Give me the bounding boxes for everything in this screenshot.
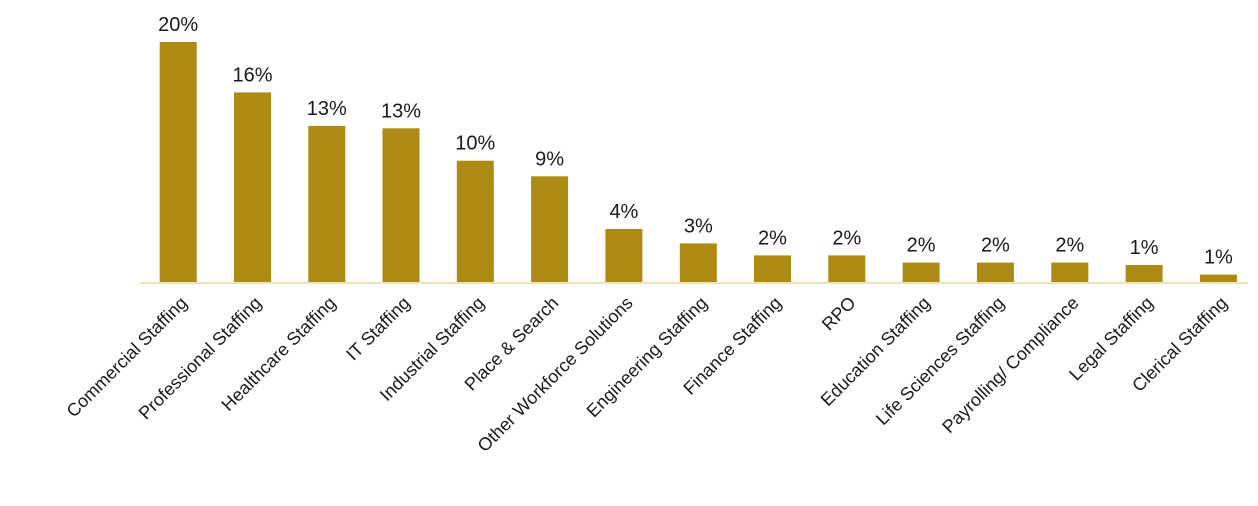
bar-commercial-staffing (159, 42, 197, 283)
data-label-clerical-staffing: 1% (1204, 247, 1233, 269)
data-label-life-sciences-staffing: 2% (981, 235, 1010, 257)
data-label-education-staffing: 2% (907, 235, 936, 257)
bar-clerical-staffing (1199, 274, 1237, 283)
bar-industrial-staffing (456, 160, 494, 283)
bar-legal-staffing (1125, 265, 1163, 283)
bar-other-workforce-solutions (605, 229, 643, 283)
data-label-rpo: 2% (832, 227, 861, 249)
data-label-commercial-staffing: 20% (158, 14, 198, 36)
data-label-payrolling-compliance: 2% (1055, 235, 1084, 257)
data-label-industrial-staffing: 10% (455, 133, 495, 155)
bar-it-staffing (382, 128, 420, 283)
bar-professional-staffing (234, 92, 271, 284)
bars-group (159, 42, 1237, 284)
data-labels-group: 20% 16% 13% 13% 10% 9% 4% 3% 2% 2% 2% 2% 2% 1% 1% (158, 14, 1233, 269)
data-label-other-workforce-solutions: 4% (609, 201, 638, 223)
category-label-payrolling-compliance: Payrolling/ Compliance (938, 293, 1082, 437)
category-label-it-staffing: IT Staffing (342, 293, 414, 365)
category-label-professional-staffing: Professional Staffing (135, 293, 266, 424)
data-label-finance-staffing: 2% (758, 227, 787, 249)
bar-place-search (531, 176, 569, 283)
bar-engineering-staffing (679, 243, 717, 283)
category-label-commercial-staffing: Commercial Staffing (63, 293, 192, 422)
bar-finance-staffing (754, 255, 791, 283)
category-label-other-workforce-solutions: Other Workforce Solutions (474, 293, 637, 456)
data-label-engineering-staffing: 3% (684, 215, 713, 237)
data-label-professional-staffing: 16% (232, 64, 272, 86)
bar-education-staffing (902, 262, 940, 283)
data-label-healthcare-staffing: 13% (307, 98, 347, 120)
category-label-engineering-staffing: Engineering Staffing (583, 293, 712, 422)
bar-rpo (828, 255, 866, 283)
data-label-legal-staffing: 1% (1130, 237, 1159, 259)
data-label-it-staffing: 13% (381, 100, 421, 122)
category-label-rpo: RPO (818, 293, 860, 335)
bar-life-sciences-staffing (976, 262, 1014, 283)
category-label-life-sciences-staffing: Life Sciences Staffing (872, 293, 1008, 429)
bar-healthcare-staffing (308, 125, 346, 284)
data-label-place-search: 9% (535, 148, 564, 170)
bar-payrolling-compliance (1051, 262, 1089, 283)
